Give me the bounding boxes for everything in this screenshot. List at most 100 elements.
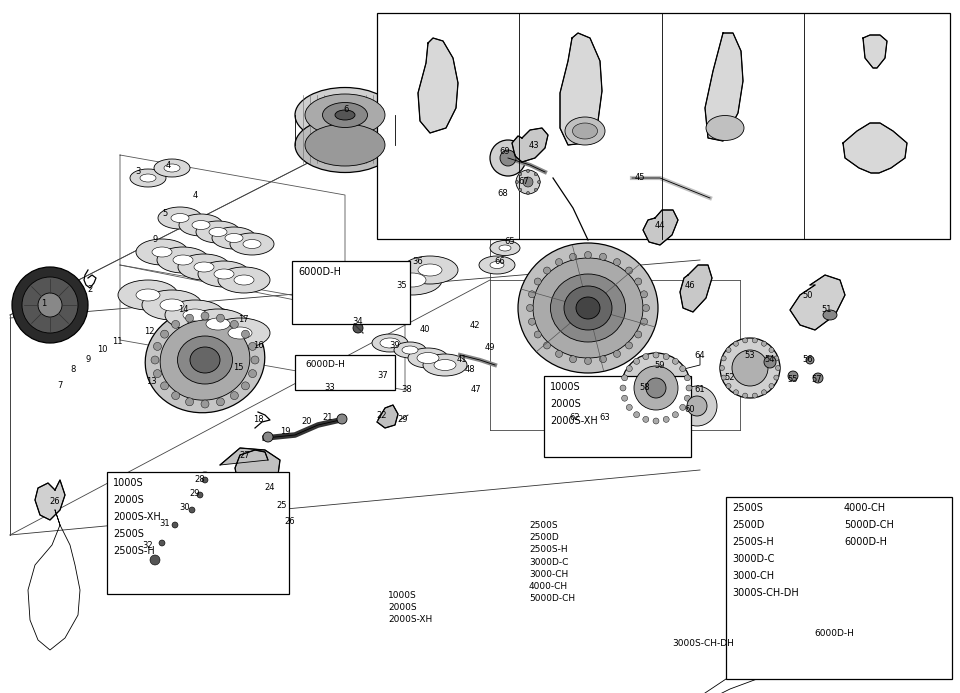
Circle shape	[150, 555, 160, 565]
Circle shape	[774, 375, 779, 380]
Ellipse shape	[179, 214, 223, 236]
Ellipse shape	[550, 274, 626, 342]
Circle shape	[516, 170, 540, 194]
Circle shape	[726, 383, 732, 389]
Text: 9: 9	[85, 356, 90, 365]
Circle shape	[543, 267, 550, 274]
Ellipse shape	[171, 213, 189, 222]
Text: 2500S
2500D
2500S-H
3000D-C
3000-CH
4000-CH
5000D-CH: 2500S 2500D 2500S-H 3000D-C 3000-CH 4000…	[529, 521, 575, 603]
Circle shape	[643, 353, 649, 360]
Circle shape	[813, 373, 823, 383]
Ellipse shape	[173, 255, 193, 265]
Bar	[295, 355, 395, 390]
Circle shape	[202, 477, 208, 483]
Text: 6000D-H: 6000D-H	[814, 629, 853, 638]
Ellipse shape	[576, 297, 600, 319]
Text: 2: 2	[87, 286, 92, 295]
Ellipse shape	[565, 117, 605, 145]
Circle shape	[528, 318, 536, 325]
Circle shape	[774, 356, 779, 361]
Circle shape	[230, 320, 238, 328]
Circle shape	[761, 389, 766, 395]
Circle shape	[599, 356, 607, 362]
Text: 21: 21	[323, 414, 333, 423]
Circle shape	[569, 356, 577, 362]
Polygon shape	[643, 210, 678, 245]
Circle shape	[626, 342, 633, 349]
Text: 6: 6	[344, 105, 348, 114]
Circle shape	[172, 522, 178, 528]
Ellipse shape	[118, 280, 178, 310]
Text: 2000S: 2000S	[550, 399, 581, 409]
Polygon shape	[705, 33, 743, 141]
Text: 2000S-XH: 2000S-XH	[113, 512, 160, 522]
Ellipse shape	[518, 243, 658, 373]
Text: 13: 13	[146, 378, 156, 387]
Circle shape	[22, 277, 78, 333]
Circle shape	[154, 535, 170, 551]
Text: 18: 18	[252, 416, 263, 425]
Ellipse shape	[178, 336, 232, 384]
Ellipse shape	[418, 264, 442, 276]
Circle shape	[646, 378, 666, 398]
Circle shape	[528, 291, 536, 298]
Circle shape	[143, 548, 167, 572]
Circle shape	[167, 517, 183, 533]
Text: 58: 58	[639, 383, 650, 392]
Circle shape	[216, 398, 225, 406]
Ellipse shape	[295, 87, 395, 143]
Text: 35: 35	[396, 281, 407, 290]
Text: 2000S: 2000S	[113, 495, 144, 505]
Ellipse shape	[380, 338, 400, 348]
Text: 11: 11	[111, 337, 122, 346]
Text: 45: 45	[635, 173, 645, 182]
Circle shape	[192, 487, 208, 503]
Ellipse shape	[136, 289, 160, 301]
Ellipse shape	[398, 273, 426, 287]
Circle shape	[490, 140, 526, 176]
Text: 6000D-H: 6000D-H	[844, 537, 887, 547]
Circle shape	[535, 188, 538, 191]
Text: 52: 52	[725, 374, 735, 383]
Ellipse shape	[192, 220, 210, 229]
Circle shape	[642, 304, 650, 311]
Circle shape	[184, 502, 200, 518]
Ellipse shape	[178, 254, 230, 280]
Polygon shape	[220, 448, 280, 492]
Text: 32: 32	[143, 541, 154, 550]
Ellipse shape	[212, 227, 256, 249]
Text: 29: 29	[190, 489, 201, 498]
Polygon shape	[680, 265, 712, 312]
Polygon shape	[790, 275, 845, 330]
Ellipse shape	[228, 327, 252, 339]
Text: 39: 39	[390, 340, 400, 349]
Circle shape	[526, 191, 530, 195]
Text: 26: 26	[50, 498, 60, 507]
Circle shape	[516, 180, 518, 184]
Text: 8: 8	[70, 365, 76, 374]
Text: 4: 4	[192, 191, 198, 200]
Polygon shape	[377, 405, 398, 428]
Ellipse shape	[198, 261, 250, 287]
Circle shape	[769, 347, 774, 353]
Ellipse shape	[706, 116, 744, 141]
Polygon shape	[512, 128, 548, 162]
Text: 62: 62	[569, 414, 580, 423]
Circle shape	[653, 418, 659, 424]
Circle shape	[263, 432, 273, 442]
Circle shape	[626, 366, 633, 371]
Ellipse shape	[408, 348, 448, 368]
Circle shape	[154, 342, 161, 351]
Circle shape	[599, 254, 607, 261]
Ellipse shape	[372, 334, 408, 352]
Ellipse shape	[196, 221, 240, 243]
Circle shape	[806, 356, 814, 364]
Text: 4000-CH: 4000-CH	[844, 503, 886, 513]
Text: 2500S: 2500S	[113, 529, 144, 539]
Ellipse shape	[382, 265, 442, 295]
Ellipse shape	[194, 262, 214, 272]
Text: 24: 24	[265, 482, 276, 491]
Text: 6000D-H: 6000D-H	[305, 360, 345, 369]
Ellipse shape	[305, 94, 385, 136]
Circle shape	[635, 278, 641, 285]
